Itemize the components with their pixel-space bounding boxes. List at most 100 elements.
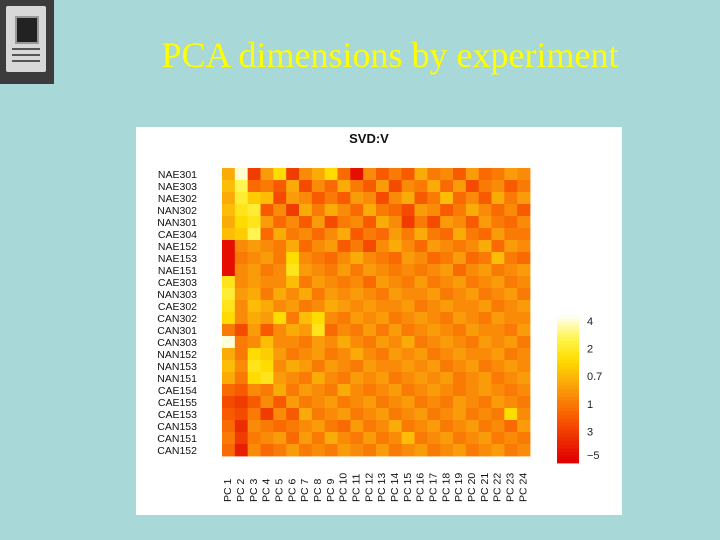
heatmap-cell	[478, 192, 492, 205]
heatmap-cell	[286, 180, 300, 193]
heatmap-cell	[388, 432, 403, 445]
heatmap-cell	[491, 204, 505, 217]
heatmap-cell	[376, 372, 390, 385]
heatmap-cell	[414, 348, 428, 361]
heatmap-cell	[324, 432, 338, 445]
heatmap-cell	[376, 192, 390, 205]
heatmap-cell	[517, 192, 531, 205]
card-chip	[15, 16, 39, 44]
heatmap-cell	[299, 372, 313, 385]
heatmap-cell	[350, 384, 364, 397]
heatmap-cell	[478, 432, 492, 445]
heatmap-cell	[350, 444, 364, 457]
row-label: CAN151	[157, 433, 197, 445]
heatmap-cell	[299, 336, 313, 349]
heatmap-cell	[337, 216, 351, 229]
heatmap-cell	[376, 324, 390, 337]
legend-label: 1	[587, 399, 593, 411]
heatmap-cell	[311, 336, 326, 349]
heatmap-cell	[273, 228, 287, 241]
column-label: PC 18	[440, 473, 452, 502]
heatmap-cell	[388, 336, 403, 349]
heatmap-cell	[222, 360, 236, 373]
heatmap-cell	[478, 180, 492, 193]
legend-swatch	[557, 422, 579, 427]
heatmap-cell	[222, 168, 236, 181]
heatmap-cell	[388, 264, 403, 277]
heatmap-cell	[427, 192, 441, 205]
heatmap-cell	[440, 204, 454, 217]
heatmap-cell	[440, 348, 454, 361]
heatmap-cell	[234, 216, 249, 229]
legend-swatch	[557, 348, 579, 353]
heatmap-cell	[273, 312, 287, 325]
heatmap-cell	[286, 300, 300, 313]
row-label: NAE151	[158, 265, 197, 277]
heatmap-cell	[337, 252, 351, 265]
heatmap-cell	[388, 396, 403, 409]
heatmap-cell	[337, 168, 351, 181]
heatmap-cell	[491, 240, 505, 253]
heatmap-cell	[517, 432, 531, 445]
heatmap-cell	[337, 324, 351, 337]
heatmap-cell	[440, 264, 454, 277]
heatmap-cell	[491, 384, 505, 397]
slide-title: PCA dimensions by experiment	[161, 35, 619, 75]
heatmap-cell	[234, 372, 249, 385]
heatmap-cell	[453, 204, 467, 217]
heatmap-cell	[401, 408, 415, 421]
heatmap-cell	[247, 324, 261, 337]
heatmap-cell	[376, 396, 390, 409]
heatmap-cell	[273, 216, 287, 229]
heatmap-cell	[286, 408, 300, 421]
heatmap-cell	[337, 288, 351, 301]
heatmap-cell	[273, 168, 287, 181]
heatmap-cell	[491, 216, 505, 229]
heatmap-cell	[311, 252, 326, 265]
legend-swatch	[557, 440, 579, 445]
heatmap-cell	[363, 204, 377, 217]
heatmap-cell	[504, 384, 518, 397]
heatmap-cell	[504, 420, 518, 433]
heatmap-cell	[388, 348, 403, 361]
heatmap-cell	[465, 204, 480, 217]
heatmap-cell	[465, 228, 480, 241]
heatmap-cell	[414, 432, 428, 445]
heatmap-cell	[388, 372, 403, 385]
heatmap-cell	[222, 180, 236, 193]
heatmap-cell	[363, 288, 377, 301]
legend-swatch	[557, 322, 579, 327]
heatmap-cell	[222, 396, 236, 409]
heatmap-cell	[363, 336, 377, 349]
heatmap-cell	[478, 408, 492, 421]
heatmap-cell	[311, 264, 326, 277]
heatmap-cell	[260, 408, 274, 421]
heatmap-cell	[478, 312, 492, 325]
heatmap-cell	[363, 312, 377, 325]
heatmap-cell	[324, 264, 338, 277]
heatmap-cell	[414, 204, 428, 217]
heatmap-cell	[427, 420, 441, 433]
heatmap-cell	[234, 288, 249, 301]
heatmap-cell	[324, 180, 338, 193]
row-label: NAN303	[157, 289, 197, 301]
heatmap-cell	[440, 444, 454, 457]
heatmap-cell	[363, 432, 377, 445]
heatmap-cell	[504, 240, 518, 253]
heatmap-cell	[376, 408, 390, 421]
heatmap-cell	[453, 324, 467, 337]
heatmap-cell	[401, 216, 415, 229]
heatmap-cell	[517, 204, 531, 217]
heatmap-cell	[273, 180, 287, 193]
chart-title: SVD:V	[349, 131, 389, 146]
heatmap-cell	[324, 360, 338, 373]
legend-swatch	[557, 426, 579, 431]
heatmap-cell	[427, 300, 441, 313]
heatmap-cell	[388, 228, 403, 241]
legend-swatch	[557, 381, 579, 386]
heatmap-cell	[299, 204, 313, 217]
heatmap-cell	[273, 360, 287, 373]
heatmap-cell	[311, 372, 326, 385]
heatmap-cell	[401, 360, 415, 373]
heatmap-cell	[222, 372, 236, 385]
